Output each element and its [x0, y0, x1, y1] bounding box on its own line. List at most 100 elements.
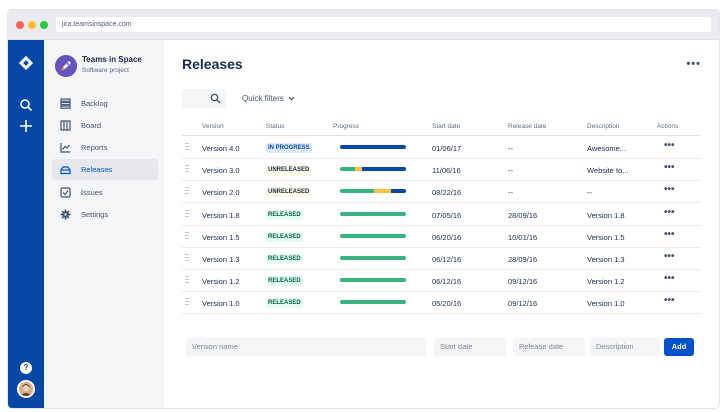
quick-filters-label: Quick filters: [242, 94, 284, 103]
create-plus-icon[interactable]: [18, 118, 34, 134]
table-row[interactable]: Version 3.0 UNRELEASED 11/06/16 -- Website t…: [182, 159, 700, 182]
row-actions-button[interactable]: •••: [664, 140, 675, 151]
table-row[interactable]: Version 1.0 RELEASED 05/20/16 09/12/16 Versi…: [182, 292, 700, 315]
jira-logo-icon[interactable]: [18, 55, 34, 71]
drag-handle-icon[interactable]: [185, 165, 189, 175]
address-bar[interactable]: jira.teamsinspace.com: [56, 17, 711, 32]
column-header-actions: Actions: [657, 123, 679, 130]
description: Website to...: [587, 166, 629, 176]
description: --: [587, 188, 592, 198]
add-version-button[interactable]: Add: [664, 338, 694, 356]
more-actions-button[interactable]: •••: [686, 58, 701, 70]
release-date: 09/12/16: [508, 277, 538, 287]
drag-handle-icon[interactable]: [185, 187, 189, 197]
column-header-progress[interactable]: Progress: [333, 123, 360, 130]
table-row[interactable]: Version 1.2 RELEASED 06/12/16 09/12/16 Versi…: [182, 270, 700, 293]
quick-filters-dropdown[interactable]: Quick filters: [242, 94, 295, 103]
drag-handle-icon[interactable]: [185, 276, 189, 286]
progress-bar: [340, 278, 406, 283]
status-badge: RELEASED: [266, 209, 303, 220]
search-icon: [210, 93, 221, 104]
description: Version 1.5: [587, 232, 625, 242]
sidebar-item-label: Board: [81, 121, 102, 130]
progress-bar: [340, 300, 406, 305]
progress-segment-done: [340, 211, 406, 216]
project-type: Software project: [82, 67, 129, 74]
user-avatar[interactable]: [17, 380, 35, 398]
sidebar-item-issues[interactable]: Issues: [52, 182, 158, 203]
release-date: 10/01/16: [508, 232, 538, 242]
progress-segment-todo: [340, 145, 406, 149]
drag-handle-icon[interactable]: [185, 209, 189, 220]
table-row[interactable]: Version 1.8 RELEASED 07/05/16 28/09/16 Versi…: [182, 204, 700, 226]
minimize-window-dot[interactable]: [28, 21, 36, 29]
drag-handle-icon[interactable]: [185, 298, 189, 308]
version-name[interactable]: Version 1.5: [202, 232, 240, 242]
version-name-input[interactable]: Version name: [186, 338, 426, 356]
version-name[interactable]: Version 4.0: [202, 144, 240, 153]
row-actions-button[interactable]: •••: [664, 184, 675, 196]
project-avatar[interactable]: [55, 55, 77, 77]
release-date: --: [508, 188, 513, 198]
maximize-window-dot[interactable]: [40, 21, 48, 29]
column-header-description[interactable]: Description: [587, 123, 620, 130]
progress-segment-in-progress: [374, 189, 392, 194]
sidebar-item-backlog[interactable]: Backlog: [52, 93, 158, 114]
version-name[interactable]: Version 1.2: [202, 277, 240, 287]
version-name[interactable]: Version 1.8: [202, 210, 240, 220]
version-name[interactable]: Version 2.0: [202, 188, 240, 198]
row-actions-button[interactable]: •••: [664, 228, 675, 240]
sidebar-item-reports[interactable]: Reports: [52, 137, 158, 158]
description: Version 1.3: [587, 255, 625, 264]
progress-segment-done: [340, 167, 355, 172]
description-input[interactable]: Description: [590, 338, 660, 356]
progress-segment-done: [340, 300, 406, 305]
table-row[interactable]: Version 4.0 IN PROGRESS 01/06/17 -- Awesome.…: [182, 137, 700, 159]
drag-handle-icon[interactable]: [185, 143, 189, 153]
start-date: 06/12/16: [432, 277, 462, 287]
column-header-start-date[interactable]: Start date: [432, 123, 461, 130]
reports-icon: [60, 143, 70, 153]
sidebar-item-settings[interactable]: Settings: [52, 204, 158, 225]
sidebar-item-board[interactable]: Board: [52, 115, 158, 136]
description: Version 1.8: [587, 210, 625, 220]
column-header-status[interactable]: Status: [266, 123, 285, 130]
search-input[interactable]: [182, 89, 226, 108]
project-name[interactable]: Teams in Space: [82, 55, 142, 64]
row-actions-button[interactable]: •••: [664, 162, 675, 174]
row-actions-button[interactable]: •••: [664, 273, 675, 285]
rocket-icon: [55, 55, 77, 77]
project-sidebar: Teams in Space Software project Backlog …: [44, 40, 164, 408]
release-date-input[interactable]: Release date: [513, 338, 585, 356]
progress-segment-done: [340, 233, 406, 238]
main-content: Releases ••• Quick filters Version Statu…: [164, 40, 719, 408]
close-window-dot[interactable]: [16, 21, 24, 29]
start-date: 07/05/16: [432, 210, 462, 220]
version-name[interactable]: Version 1.3: [202, 255, 240, 264]
row-actions-button[interactable]: •••: [664, 206, 675, 218]
sidebar-item-releases[interactable]: Releases: [52, 159, 158, 180]
search-icon[interactable]: [18, 97, 34, 113]
table-row[interactable]: Version 1.5 RELEASED 06/20/16 10/01/16 Versi…: [182, 226, 700, 248]
version-name[interactable]: Version 3.0: [202, 166, 240, 176]
description: Awesome...: [587, 144, 627, 153]
start-date-input[interactable]: Start date: [434, 338, 506, 356]
progress-segment-done: [340, 256, 406, 260]
column-header-version[interactable]: Version: [202, 123, 224, 130]
progress-bar: [340, 145, 406, 149]
progress-segment-todo: [362, 167, 406, 172]
version-name[interactable]: Version 1.0: [202, 299, 240, 309]
row-actions-button[interactable]: •••: [664, 251, 675, 262]
release-date: --: [508, 166, 513, 176]
column-header-release-date[interactable]: Release date: [508, 123, 547, 130]
start-date: 06/20/16: [432, 232, 462, 242]
row-actions-button[interactable]: •••: [664, 295, 675, 307]
help-icon[interactable]: ?: [20, 362, 32, 374]
drag-handle-icon[interactable]: [185, 254, 189, 264]
table-row[interactable]: Version 2.0 UNRELEASED 08/22/16 -- -- •••: [182, 181, 700, 204]
sidebar-item-label: Releases: [81, 165, 113, 174]
release-date: --: [508, 144, 513, 153]
browser-chrome: jira.teamsinspace.com: [8, 10, 719, 40]
table-row[interactable]: Version 1.3 RELEASED 06/12/16 28/09/16 Versi…: [182, 248, 700, 270]
drag-handle-icon[interactable]: [185, 231, 189, 242]
